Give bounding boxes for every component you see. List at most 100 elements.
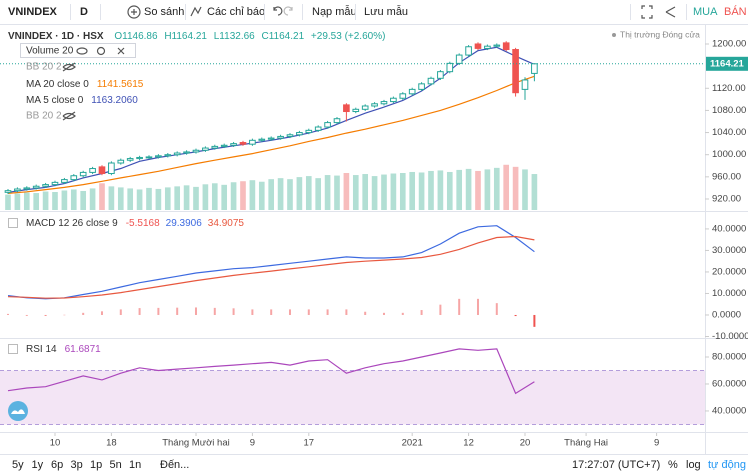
candle-body bbox=[446, 62, 454, 73]
range-button[interactable]: 5n bbox=[110, 459, 122, 471]
volume-bar bbox=[230, 182, 237, 210]
ma-value: 1141.5615 bbox=[97, 79, 144, 90]
volume-bar bbox=[315, 178, 322, 210]
volume-bar bbox=[240, 181, 246, 210]
toolbar bbox=[0, 0, 748, 24]
y-tick-label: 20.0000 bbox=[712, 266, 746, 277]
save-template[interactable]: Lưu mẫu bbox=[364, 5, 408, 18]
volume-legend-box[interactable] bbox=[20, 43, 136, 58]
legend-open: O1146.86 bbox=[114, 31, 158, 42]
candle-body bbox=[42, 184, 49, 187]
auto-toggle[interactable]: tự động bbox=[708, 459, 746, 471]
ma-legend: MA 5 close 0 1163.2060 bbox=[26, 95, 138, 106]
sell-button[interactable]: BÁN bbox=[724, 5, 747, 18]
volume-bar bbox=[23, 192, 30, 210]
volume-bar bbox=[52, 192, 58, 210]
share-button[interactable] bbox=[665, 6, 676, 18]
histogram-bar bbox=[364, 311, 367, 315]
visibility-toggle[interactable] bbox=[62, 111, 76, 121]
volume-bar bbox=[446, 171, 453, 210]
candle-body bbox=[314, 126, 322, 131]
macd-line bbox=[7, 225, 535, 300]
histogram-bar bbox=[326, 309, 329, 315]
candle-body bbox=[418, 83, 425, 90]
undo-button[interactable] bbox=[273, 6, 283, 16]
symbol[interactable]: VNINDEX bbox=[8, 6, 58, 18]
logo[interactable] bbox=[8, 401, 28, 421]
buy-button[interactable]: MUA bbox=[693, 6, 718, 18]
volume-legend: Volume 20 bbox=[26, 46, 74, 57]
candle-body bbox=[61, 179, 68, 183]
candle-body bbox=[79, 171, 87, 177]
candle-body bbox=[51, 181, 59, 186]
visibility-toggle[interactable] bbox=[76, 47, 88, 55]
range-button[interactable]: 1n bbox=[129, 459, 141, 471]
histogram-bar bbox=[176, 307, 179, 315]
volume-bar bbox=[343, 173, 350, 210]
compare-icon[interactable] bbox=[127, 5, 141, 19]
y-tick-label: -10.0000 bbox=[712, 331, 748, 342]
macd-line bbox=[7, 235, 535, 299]
volume-bar bbox=[522, 169, 528, 210]
histogram-bar bbox=[251, 309, 254, 315]
rsi-value: 61.6871 bbox=[65, 344, 102, 355]
candle-body bbox=[117, 159, 125, 164]
compare-button[interactable]: So sánh bbox=[144, 6, 184, 18]
macd-value: 29.3906 bbox=[166, 218, 203, 229]
y-tick-label: 40.0000 bbox=[712, 405, 746, 416]
candle-body bbox=[521, 79, 529, 90]
remove-button[interactable] bbox=[117, 47, 125, 55]
indicators-button[interactable]: Các chỉ báo bbox=[207, 6, 265, 18]
volume-bar bbox=[390, 173, 397, 210]
interval[interactable]: D bbox=[80, 6, 88, 18]
log-toggle[interactable]: log bbox=[686, 459, 701, 471]
candle-body bbox=[361, 105, 369, 110]
range-button[interactable]: 1p bbox=[90, 459, 102, 471]
redo-button[interactable] bbox=[283, 6, 293, 16]
candle-body bbox=[258, 138, 266, 141]
candle-body bbox=[286, 134, 294, 137]
load-template[interactable]: Nạp mẫu bbox=[312, 5, 357, 18]
volume-bar bbox=[164, 187, 171, 210]
fullscreen-button[interactable] bbox=[641, 5, 653, 19]
settings-button[interactable] bbox=[96, 46, 106, 56]
volume-bar bbox=[80, 190, 87, 210]
percent-toggle[interactable]: % bbox=[668, 459, 678, 471]
range-button[interactable]: 6p bbox=[51, 459, 63, 471]
collapse-button[interactable] bbox=[8, 218, 18, 228]
rsi-line bbox=[7, 348, 535, 395]
legend-high: H1164.21 bbox=[164, 31, 207, 42]
y-tick-label: 920.00 bbox=[712, 193, 741, 204]
ma-value: 1163.2060 bbox=[91, 95, 138, 106]
candle-body bbox=[484, 45, 491, 49]
candle-body bbox=[136, 156, 143, 160]
range-button[interactable]: 1y bbox=[32, 459, 44, 471]
histogram-bar bbox=[533, 314, 536, 327]
candle-body bbox=[239, 142, 247, 145]
range-button[interactable]: 3p bbox=[71, 459, 83, 471]
volume-bar bbox=[512, 166, 519, 210]
visibility-toggle[interactable] bbox=[62, 62, 76, 72]
legend-close: C1164.21 bbox=[262, 31, 305, 42]
volume-bar bbox=[371, 176, 378, 210]
histogram-bar bbox=[138, 308, 141, 315]
collapse-button[interactable] bbox=[8, 344, 18, 354]
volume-bar bbox=[174, 186, 181, 210]
candle-body bbox=[14, 188, 21, 192]
range-button[interactable]: 5y bbox=[12, 459, 24, 471]
y-tick-label: 1120.00 bbox=[712, 83, 746, 94]
moving-average bbox=[7, 46, 535, 193]
volume-bar bbox=[531, 174, 538, 210]
ma-name: MA 20 close 0 bbox=[26, 79, 89, 90]
histogram-bar bbox=[44, 314, 47, 316]
volume-bar bbox=[352, 175, 359, 210]
volume-bar bbox=[136, 189, 143, 210]
goto-button[interactable]: Đến... bbox=[160, 459, 189, 471]
legend-change: +29.53 (+2.60%) bbox=[311, 31, 386, 42]
histogram-bar bbox=[270, 309, 273, 315]
volume-bar bbox=[249, 180, 256, 210]
volume-bar bbox=[287, 179, 293, 210]
y-tick-label: 1000.00 bbox=[712, 149, 746, 160]
x-tick-label: 9 bbox=[250, 438, 255, 449]
